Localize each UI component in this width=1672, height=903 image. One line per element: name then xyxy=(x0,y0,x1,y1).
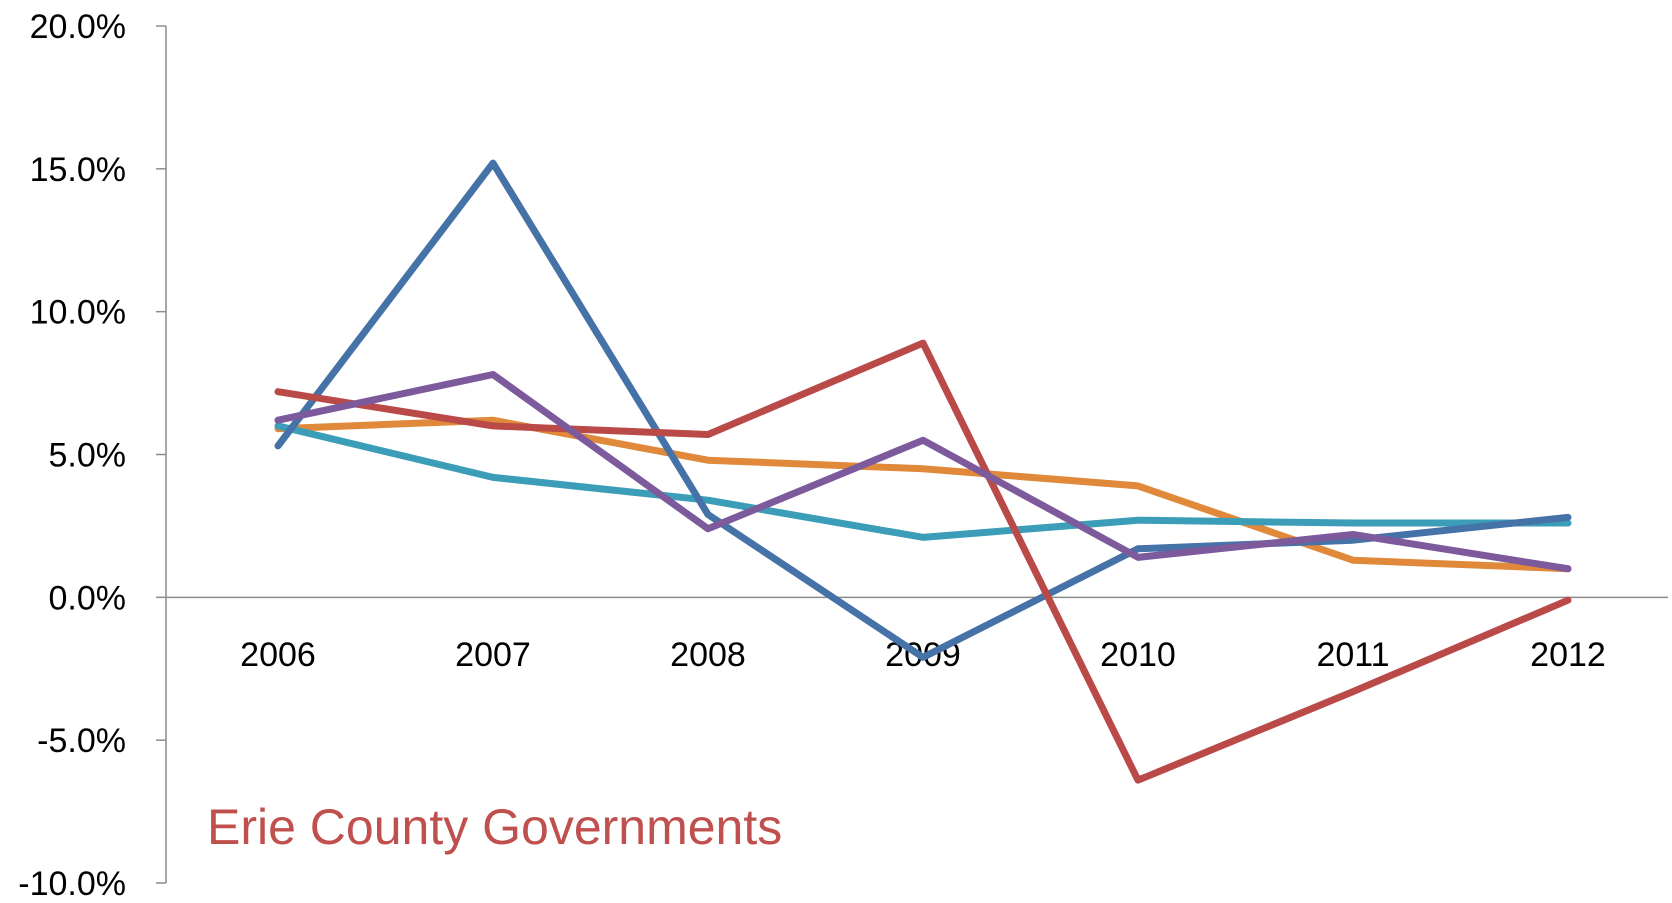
x-tick-label: 2011 xyxy=(1316,636,1389,674)
x-tick-label: 2010 xyxy=(1100,636,1176,674)
series-line-3 xyxy=(274,159,1572,661)
y-tick-label: 5.0% xyxy=(49,437,127,475)
x-tick-label: 2012 xyxy=(1530,636,1606,674)
series-line-1 xyxy=(274,416,1572,573)
y-tick-label: 0.0% xyxy=(49,579,127,617)
x-axis: 2006 2007 2008 2009 2010 2011 2012 xyxy=(166,596,1668,674)
y-tick-label: 20.0% xyxy=(30,8,126,46)
series-line-4 xyxy=(274,339,1572,784)
x-tick-label: 2006 xyxy=(240,636,316,674)
y-tick-label: -5.0% xyxy=(37,722,126,760)
series-line-5 xyxy=(274,371,1572,573)
y-tick-label: 15.0% xyxy=(30,151,126,189)
series-line-2 xyxy=(274,422,1572,541)
chart-annotation: Erie County Governments xyxy=(207,799,782,855)
y-axis: 20.0% 15.0% 10.0% 5.0% 0.0% -5.0% -10.0% xyxy=(18,8,167,903)
y-tick-label: 10.0% xyxy=(30,294,126,332)
x-tick-label: 2007 xyxy=(455,636,531,674)
series-lines xyxy=(274,159,1572,784)
y-tick-label: -10.0% xyxy=(18,865,126,903)
x-tick-label: 2008 xyxy=(670,636,746,674)
